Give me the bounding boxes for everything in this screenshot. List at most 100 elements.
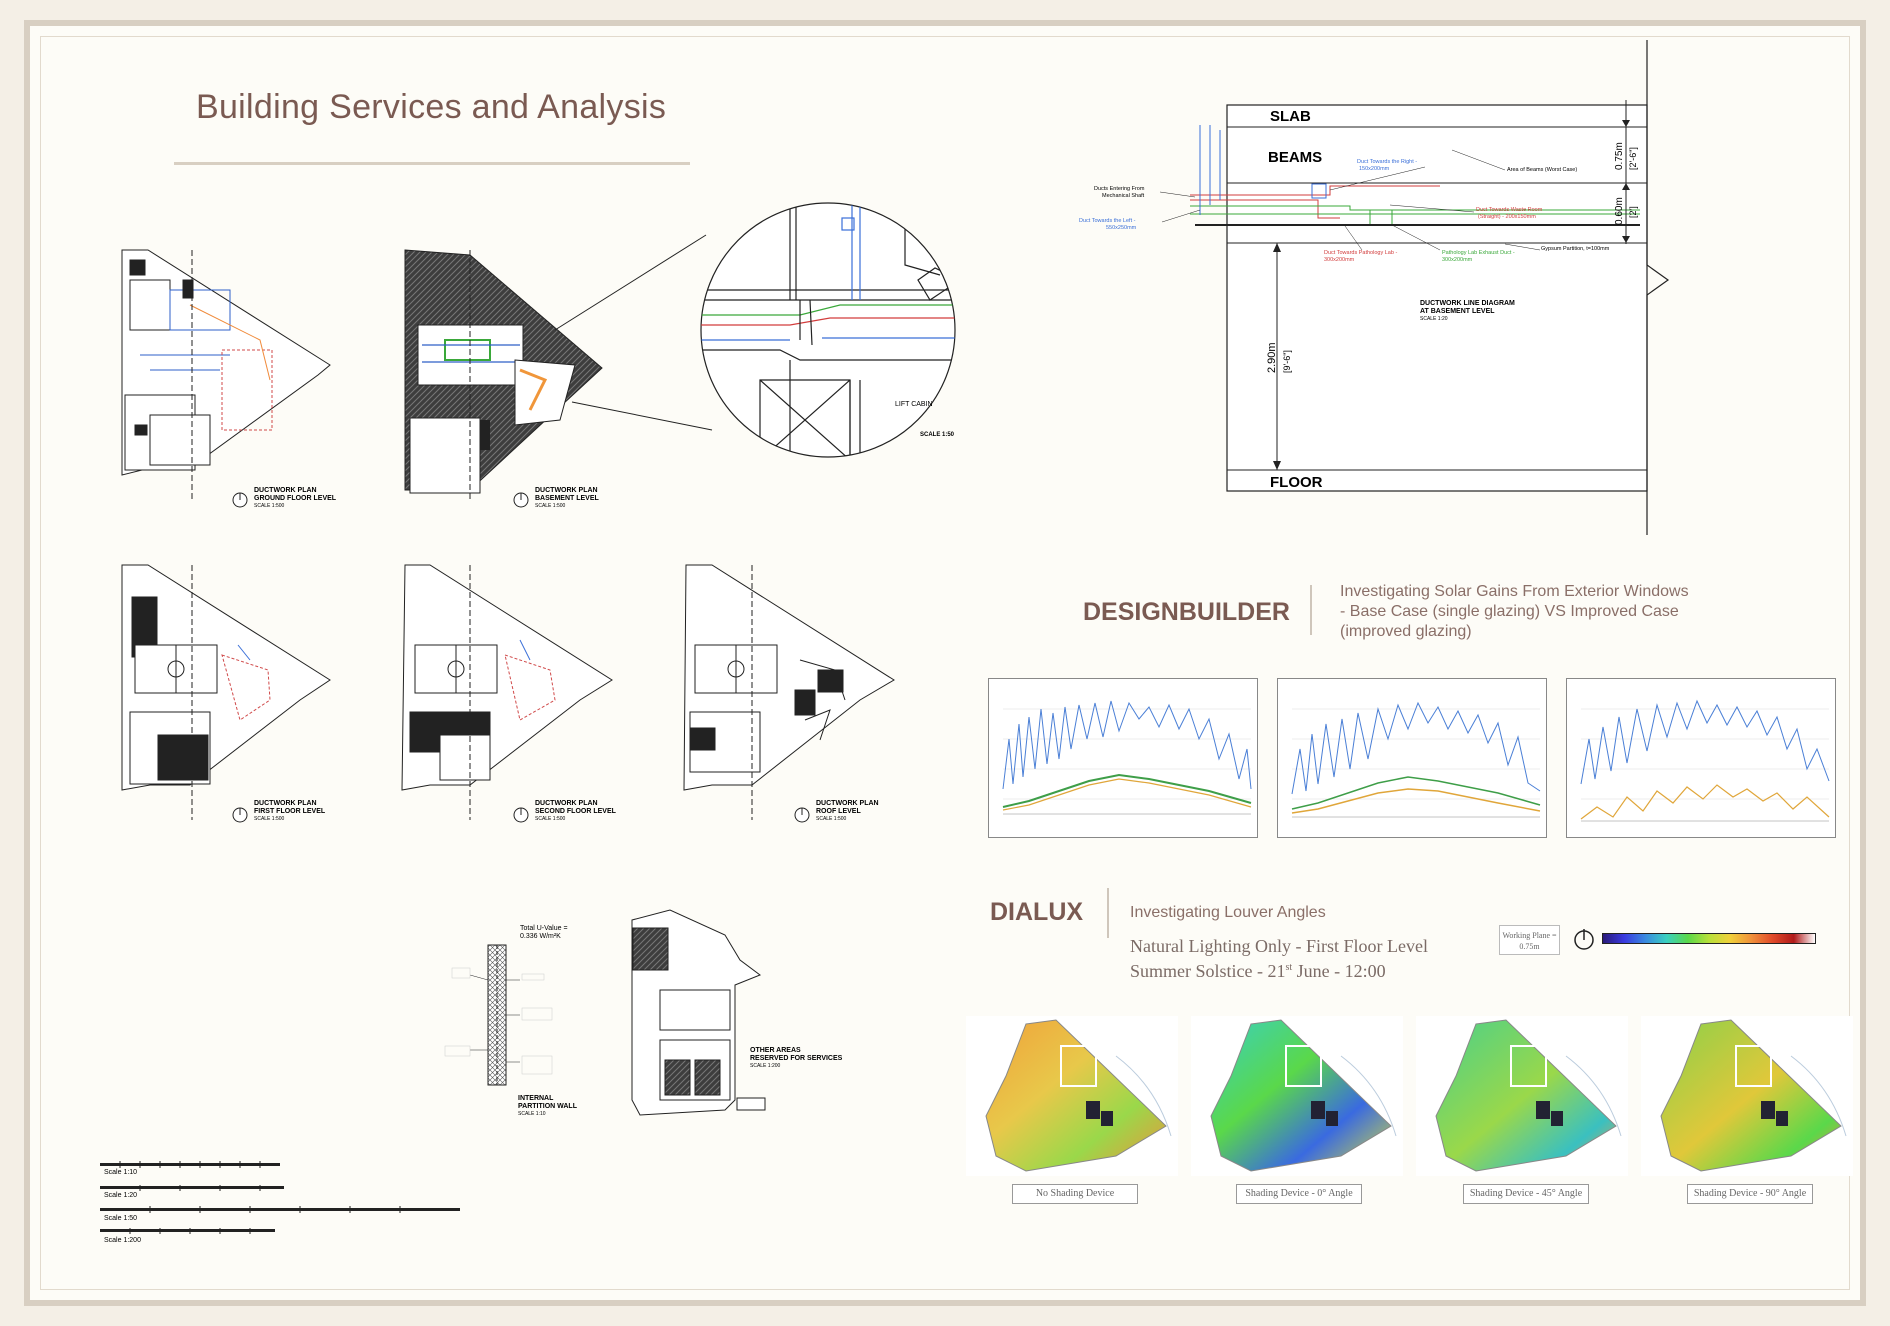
svg-text:0.336 W/m²K: 0.336 W/m²K [520,933,561,940]
svg-text:AT BASEMENT LEVEL: AT BASEMENT LEVEL [1420,308,1495,315]
svg-text:Scale 1:50: Scale 1:50 [104,1215,137,1222]
svg-text:Ducts Entering From: Ducts Entering From [1094,186,1145,192]
caption-shading-90: Shading Device - 90° Angle [1687,1184,1813,1204]
other-areas-plan [631,909,766,1116]
render-shading-45 [1416,1016,1628,1176]
plan-first-floor-label: DUCTWORK PLAN FIRST FLOOR LEVEL SCALE 1:… [232,800,326,823]
svg-text:Total U-Value =: Total U-Value = [520,925,568,932]
sheet-inner-border [40,36,1850,1290]
solar-gains-chart-improved-case [1277,678,1547,838]
svg-text:SCALE 1:200: SCALE 1:200 [750,1063,781,1069]
zoom-leader-top [554,234,707,331]
svg-text:Pathology Lab Exhaust Duct -: Pathology Lab Exhaust Duct - [1442,250,1515,256]
svg-text:550x250mm: 550x250mm [1106,225,1137,231]
chart-1-plot [1002,700,1252,815]
dialux-renders [966,1016,1853,1176]
svg-text:300x200mm: 300x200mm [1324,257,1355,263]
enlarged-detail-circle: LIFT CABIN SCALE 1:50 [700,202,956,458]
svg-text:DUCTWORK PLAN: DUCTWORK PLAN [535,487,598,494]
svg-text:150x200mm: 150x200mm [1359,166,1390,172]
svg-text:FIRST FLOOR LEVEL: FIRST FLOOR LEVEL [254,808,326,815]
series-blue-1 [1002,700,1252,790]
plan-second-floor [401,564,613,820]
svg-text:SCALE 1:20: SCALE 1:20 [1420,316,1448,322]
svg-text:SCALE 1:500: SCALE 1:500 [254,816,285,822]
illuminance-color-scale [1602,933,1816,944]
svg-text:2.90m: 2.90m [1266,342,1278,373]
svg-text:Scale 1:20: Scale 1:20 [104,1192,137,1199]
svg-text:SCALE 1:50: SCALE 1:50 [920,432,955,438]
other-areas-label: OTHER AREAS RESERVED FOR SERVICES SCALE … [750,1047,843,1069]
svg-text:ROOF LEVEL: ROOF LEVEL [816,808,861,815]
svg-text:Area of Beams (Worst Case): Area of Beams (Worst Case) [1507,167,1577,173]
svg-text:SCALE 1:10: SCALE 1:10 [518,1111,546,1117]
caption-shading-45: Shading Device - 45° Angle [1463,1184,1589,1204]
svg-text:SCALE 1:500: SCALE 1:500 [254,503,285,509]
caption-shading-0: Shading Device - 0° Angle [1236,1184,1362,1204]
svg-text:DUCTWORK PLAN: DUCTWORK PLAN [254,800,317,807]
plan-basement-label: DUCTWORK PLAN BASEMENT LEVEL SCALE 1:500 [513,487,600,509]
svg-text:FLOOR: FLOOR [1270,474,1323,491]
internal-partition-wall-detail: Total U-Value = 0.336 W/m²K INTERNAL PAR… [444,925,578,1117]
chart-2-plot [1291,701,1541,818]
render-no-shading [966,1016,1178,1176]
svg-text:[2']: [2'] [1628,206,1638,218]
svg-text:BASEMENT LEVEL: BASEMENT LEVEL [535,495,600,502]
designbuilder-description: Investigating Solar Gains From Exterior … [1340,583,1689,640]
plan-roof-label: DUCTWORK PLAN ROOF LEVEL SCALE 1:500 [794,800,879,823]
svg-text:Duct Towards Waste Room: Duct Towards Waste Room [1476,207,1543,213]
series-blue-3 [1580,699,1830,785]
caption-no-shading: No Shading Device [1012,1184,1138,1204]
plan-roof [683,564,895,820]
svg-text:Gypsum Partition, t=100mm: Gypsum Partition, t=100mm [1541,246,1610,252]
svg-text:DUCTWORK PLAN: DUCTWORK PLAN [535,800,598,807]
dialux-description: Investigating Louver Angles [1130,904,1326,921]
series-blue-2 [1291,701,1541,795]
dialux-divider [1107,888,1109,938]
north-arrow-icon [1574,929,1594,950]
render-shading-0 [1191,1016,1403,1176]
svg-text:[2'-6"]: [2'-6"] [1628,147,1638,170]
svg-text:OTHER AREAS: OTHER AREAS [750,1047,801,1054]
plan-ground-floor [121,249,331,500]
designbuilder-divider [1310,585,1312,635]
svg-text:GROUND FLOOR LEVEL: GROUND FLOOR LEVEL [254,495,337,502]
svg-text:(Straight) - 200x150mm: (Straight) - 200x150mm [1478,214,1536,220]
svg-text:SCALE 1:500: SCALE 1:500 [535,503,566,509]
plan-second-floor-label: DUCTWORK PLAN SECOND FLOOR LEVEL SCALE 1… [513,800,617,823]
solar-gains-chart-comparison [1566,678,1836,838]
svg-text:0.75m: 0.75m [1614,142,1625,170]
series-orange-2 [1291,788,1541,814]
scale-bars: Scale 1:10 Scale 1:20 Scale 1:50 Scale 1… [100,1161,460,1244]
dialux-subtitle-1: Natural Lighting Only - First Floor Leve… [1130,936,1428,956]
series-green-1 [1002,773,1252,808]
working-plane-box: Working Plane = 0.75m [1499,925,1560,955]
svg-text:PARTITION WALL: PARTITION WALL [518,1103,578,1110]
zoom-leader-bottom [571,401,713,431]
svg-text:300x200mm: 300x200mm [1442,257,1473,263]
svg-text:DUCTWORK LINE DIAGRAM: DUCTWORK LINE DIAGRAM [1420,300,1515,307]
svg-text:SCALE 1:500: SCALE 1:500 [535,816,566,822]
svg-text:SECOND FLOOR LEVEL: SECOND FLOOR LEVEL [535,808,617,815]
svg-text:Duct Towards the Left -: Duct Towards the Left - [1079,218,1136,224]
dialux-subtitle-2: Summer Solstice - 21st June - 12:00 [1130,961,1386,981]
svg-text:SCALE 1:500: SCALE 1:500 [816,816,847,822]
solar-gains-chart-base-case [988,678,1258,838]
svg-text:Mechanical Shaft: Mechanical Shaft [1102,193,1145,199]
chart-3-plot [1580,699,1830,822]
svg-text:[9'-6"]: [9'-6"] [1282,350,1292,373]
svg-text:0.60m: 0.60m [1614,197,1625,225]
svg-text:Duct Towards the Right -: Duct Towards the Right - [1357,159,1417,165]
dialux-title: DIALUX [990,898,1084,926]
svg-text:DUCTWORK PLAN: DUCTWORK PLAN [816,800,879,807]
page-title: Building Services and Analysis [196,88,667,126]
series-orange-1 [1002,778,1252,811]
svg-text:INTERNAL: INTERNAL [518,1095,554,1102]
plan-ground-floor-label: DUCTWORK PLAN GROUND FLOOR LEVEL SCALE 1… [232,487,337,509]
series-orange-3 [1580,784,1830,820]
svg-text:LIFT CABIN: LIFT CABIN [895,401,933,408]
svg-text:BEAMS: BEAMS [1268,149,1322,166]
ductwork-section-diagram: SLAB BEAMS FLOOR 0.75m [2'-6"] 0.60m [2'… [1079,40,1670,535]
svg-text:Scale 1:200: Scale 1:200 [104,1237,141,1244]
